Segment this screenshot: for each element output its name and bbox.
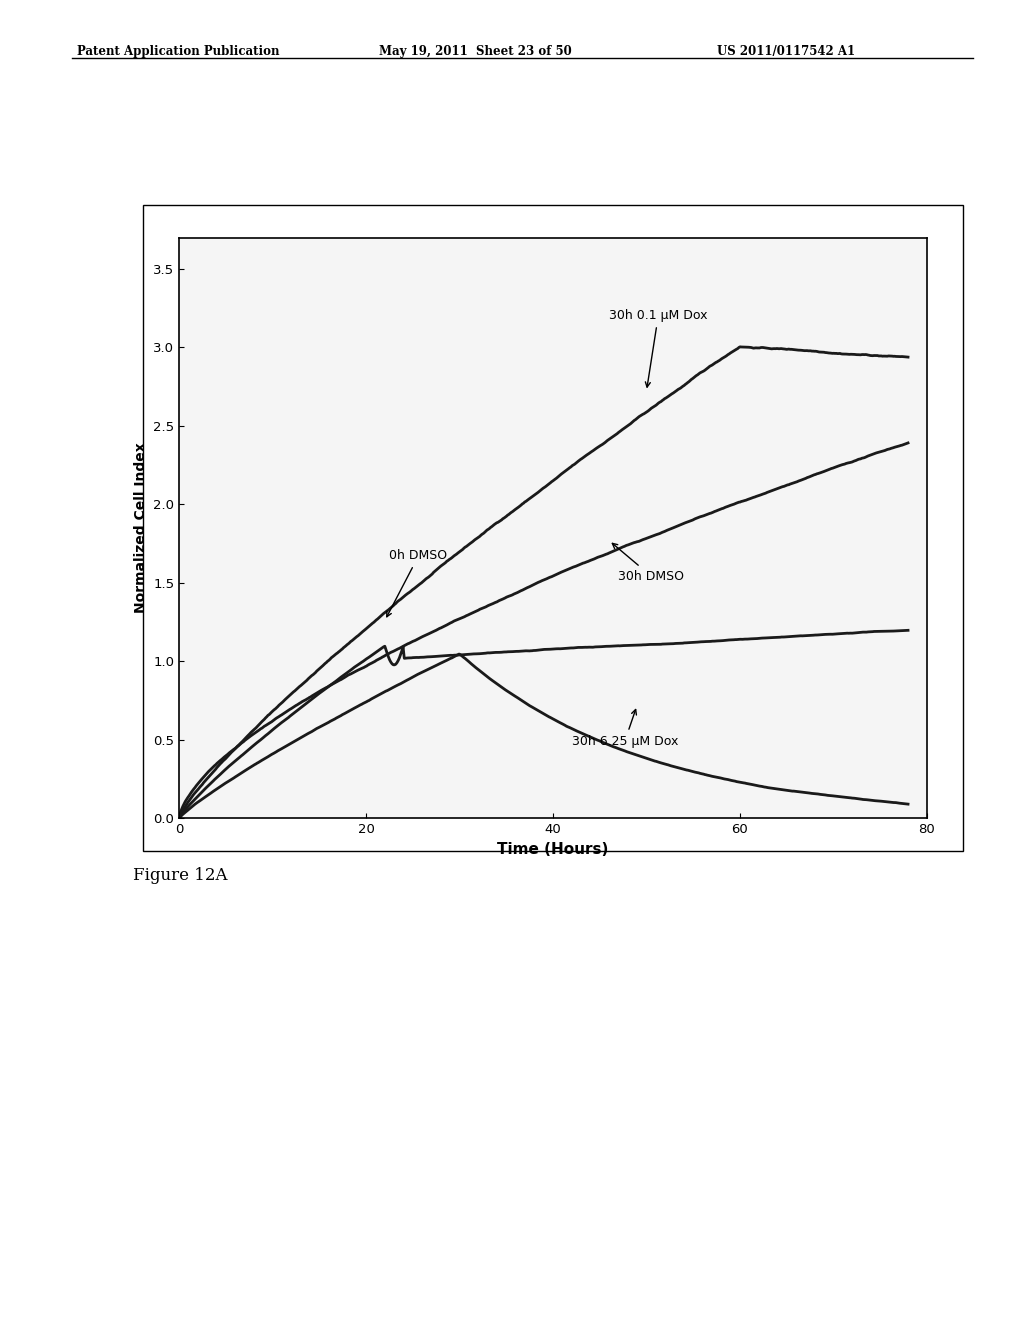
Text: 30h 6.25 μM Dox: 30h 6.25 μM Dox	[571, 709, 678, 747]
Y-axis label: Normalized Cell Index: Normalized Cell Index	[134, 442, 147, 614]
Text: 30h DMSO: 30h DMSO	[612, 544, 684, 583]
X-axis label: Time (Hours): Time (Hours)	[498, 842, 608, 857]
Text: May 19, 2011  Sheet 23 of 50: May 19, 2011 Sheet 23 of 50	[379, 45, 571, 58]
Text: 0h DMSO: 0h DMSO	[387, 549, 447, 616]
Text: Patent Application Publication: Patent Application Publication	[77, 45, 280, 58]
Text: US 2011/0117542 A1: US 2011/0117542 A1	[717, 45, 855, 58]
Text: 30h 0.1 μM Dox: 30h 0.1 μM Dox	[609, 309, 708, 387]
Text: Figure 12A: Figure 12A	[133, 867, 227, 884]
